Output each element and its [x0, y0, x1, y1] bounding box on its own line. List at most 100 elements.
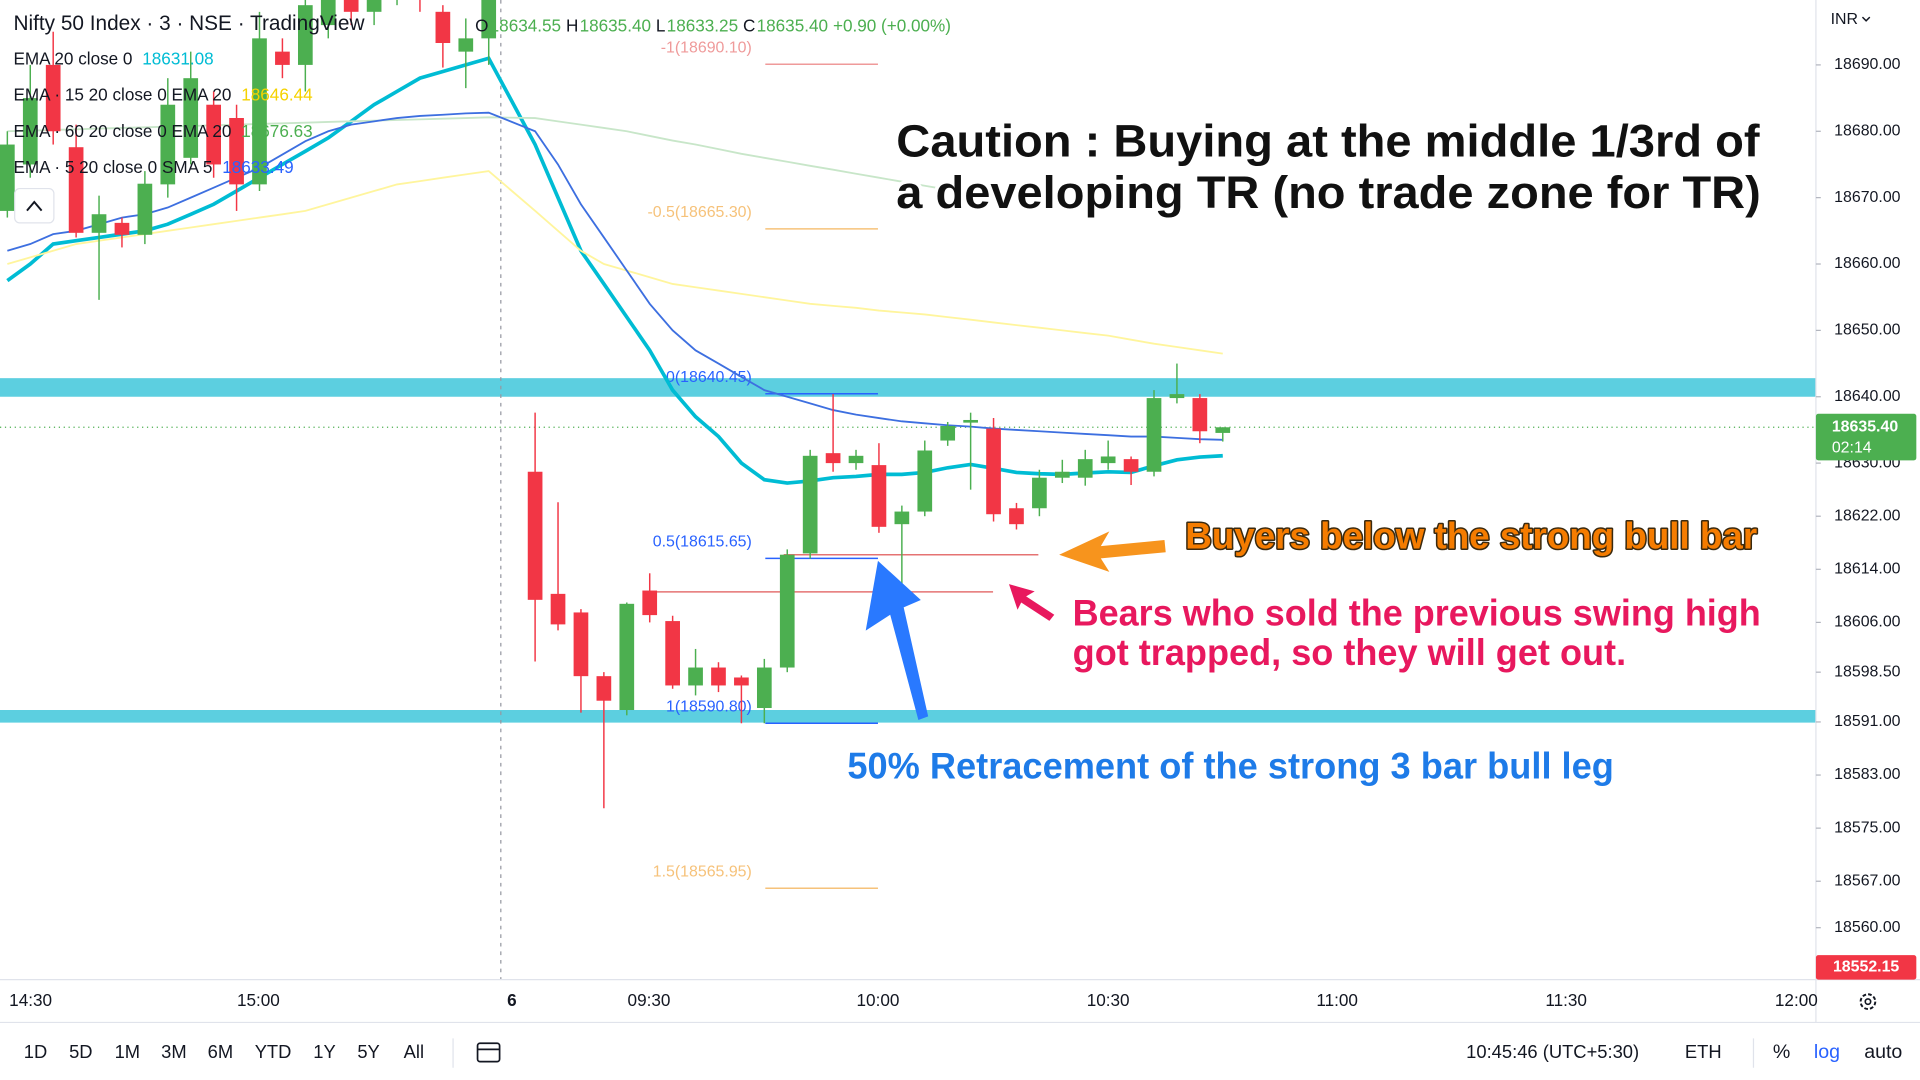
period-button[interactable]: 1Y	[313, 1041, 335, 1062]
candle-body	[137, 183, 153, 235]
candle-body	[1146, 398, 1162, 472]
candle-body	[22, 98, 38, 165]
y-tick-label: 18640.00	[1834, 388, 1900, 405]
candle-body	[550, 593, 566, 625]
candle-body	[297, 5, 313, 65]
candle-body	[45, 64, 61, 132]
candle-body	[275, 51, 290, 65]
ohlc-change: +0.90 (+0.00%)	[833, 15, 951, 35]
y-tick-label: 18606.00	[1834, 614, 1900, 631]
y-tick-label: 18575.00	[1834, 819, 1900, 836]
y-tick-label: 18670.00	[1834, 189, 1900, 206]
session-button[interactable]: ETH	[1685, 1041, 1722, 1062]
ohlc-key: C	[743, 15, 755, 35]
date-range-icon[interactable]	[476, 1042, 501, 1063]
candle-body	[1215, 427, 1231, 433]
sr-zone	[0, 710, 1816, 723]
candle-body	[114, 222, 130, 235]
fib-label: 0.5(18615.65)	[653, 534, 752, 551]
candle-body	[366, 0, 382, 12]
candle-body	[619, 603, 635, 711]
period-button[interactable]: 6M	[208, 1041, 234, 1062]
collapse-icon	[26, 200, 43, 212]
period-button[interactable]: YTD	[255, 1041, 292, 1062]
y-tick-label: 18560.00	[1834, 919, 1900, 936]
percent-button[interactable]: %	[1773, 1041, 1790, 1063]
y-tick-label: 18622.00	[1834, 507, 1900, 524]
legend-value: 18646.44	[241, 85, 313, 105]
x-tick-label: 12:00	[1775, 990, 1818, 1010]
y-tick-label: 18583.00	[1834, 766, 1900, 783]
x-tick-label: 10:00	[857, 990, 900, 1010]
x-tick-label: 6	[507, 990, 517, 1010]
candle-body	[527, 471, 543, 600]
arrows	[865, 531, 1166, 720]
y-tick-label: 18614.00	[1834, 561, 1900, 578]
candle-body	[986, 428, 1001, 515]
candle-body	[1123, 459, 1139, 472]
candle-body	[252, 38, 267, 185]
candle-body	[206, 104, 221, 165]
log-button[interactable]: log	[1814, 1041, 1840, 1063]
legend-value: 18676.63	[241, 121, 312, 141]
candle-body	[665, 621, 680, 686]
candle-body	[871, 465, 887, 527]
clock: 10:45:46 (UTC+5:30)	[1466, 1041, 1639, 1062]
period-button[interactable]: 1M	[115, 1041, 141, 1062]
collapse-button[interactable]	[14, 187, 55, 224]
low-marker-tag	[1815, 955, 1917, 980]
candle-body	[481, 0, 497, 39]
annotation: Buyers below the strong bull bar	[1185, 515, 1757, 556]
symbol-title: Nifty 50 Index · 3 · NSE · TradingView	[13, 12, 365, 35]
period-button[interactable]: 5Y	[357, 1041, 379, 1062]
candle-body	[894, 511, 910, 525]
low-marker-label: 18552.15	[1833, 959, 1899, 976]
candle-body	[320, 0, 336, 26]
period-button[interactable]: All	[404, 1041, 424, 1062]
candle-body	[1009, 508, 1024, 525]
candle-body	[458, 38, 474, 52]
ohlc-key: H	[566, 15, 578, 35]
x-tick-label: 15:00	[237, 990, 280, 1010]
candle-body	[0, 144, 15, 211]
legend-label[interactable]: EMA 20 close 0	[13, 49, 132, 69]
settings-icon[interactable]	[1859, 993, 1877, 1010]
candle-body	[940, 425, 956, 441]
candle-body	[1169, 394, 1185, 399]
fib-label: 1.5(18565.95)	[653, 863, 752, 880]
x-tick-label: 10:30	[1087, 990, 1130, 1010]
annotation: Caution : Buying at the middle 1/3rd of	[896, 115, 1760, 166]
ohlc-key: L	[656, 15, 666, 35]
y-tick-label: 18650.00	[1834, 322, 1900, 339]
candle-body	[91, 214, 107, 233]
candle-body	[917, 450, 933, 512]
x-tick-label: 14:30	[9, 990, 52, 1010]
candle-body	[756, 667, 772, 709]
candle-body	[435, 11, 451, 44]
period-button[interactable]: 5D	[69, 1041, 92, 1062]
ma-line	[7, 111, 1223, 441]
candle-body	[734, 677, 749, 686]
period-button[interactable]: 1D	[24, 1041, 47, 1062]
orange-arrow	[1059, 531, 1166, 572]
auto-button[interactable]: auto	[1864, 1041, 1902, 1063]
y-tick-label: 18680.00	[1834, 122, 1900, 139]
blue-arrow	[865, 560, 929, 720]
fib-label: 0(18640.45)	[666, 369, 752, 386]
candle-body	[779, 554, 795, 668]
fib-label: -0.5(18665.30)	[647, 204, 751, 221]
legend-label[interactable]: EMA · 60 20 close 0 EMA 20	[13, 121, 231, 141]
y-tick-label: 18690.00	[1834, 56, 1900, 73]
candle-body	[848, 455, 864, 464]
legend-label[interactable]: EMA · 15 20 close 0 EMA 20	[13, 85, 231, 105]
legend-value: 18631.08	[142, 49, 213, 69]
candle-body	[963, 419, 978, 423]
x-tick-label: 11:00	[1316, 990, 1358, 1010]
legend-label[interactable]: EMA · 5 20 close 0 SMA 5	[13, 157, 212, 177]
candle-body	[711, 667, 726, 686]
period-button[interactable]: 3M	[161, 1041, 187, 1062]
candle-body	[68, 147, 84, 233]
candle-body	[1192, 398, 1208, 432]
y-tick-label: 18598.50	[1834, 663, 1900, 680]
